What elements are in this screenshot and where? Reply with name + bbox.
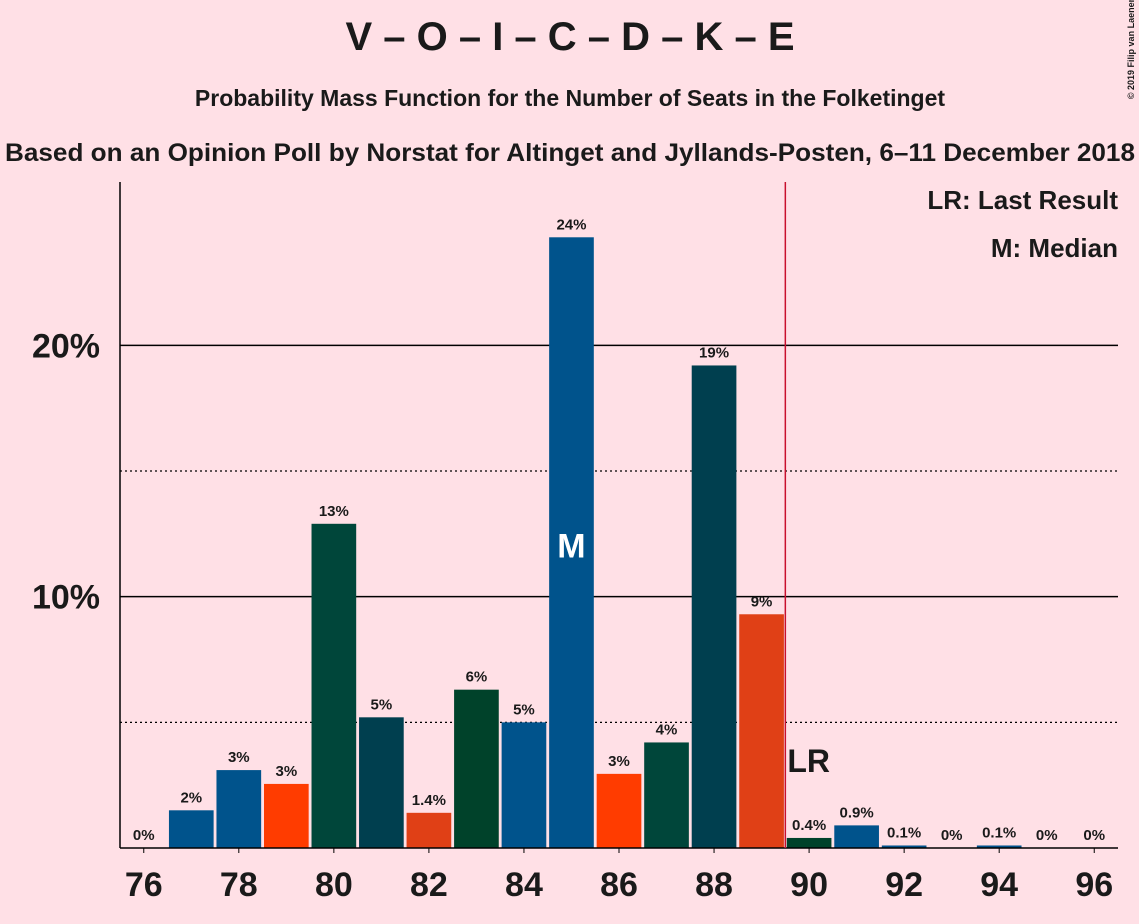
bar — [311, 523, 357, 848]
value-label: 3% — [228, 749, 250, 766]
value-label: 5% — [513, 701, 535, 718]
bar — [834, 825, 879, 848]
x-tick-label: 78 — [220, 866, 258, 904]
value-label: 4% — [656, 721, 678, 738]
bar — [786, 837, 832, 848]
bar — [359, 717, 404, 848]
x-tick-label: 88 — [695, 866, 733, 904]
bar — [976, 845, 1022, 848]
value-label: 0.9% — [840, 804, 874, 821]
bar — [501, 722, 547, 848]
value-label: 3% — [275, 763, 297, 780]
chart-subtitle: Probability Mass Function for the Number… — [195, 85, 945, 111]
value-label: 2% — [180, 789, 202, 806]
value-label: 19% — [699, 344, 729, 361]
value-label: 0% — [1036, 827, 1058, 844]
x-tick-label: 76 — [125, 866, 163, 904]
bar — [881, 845, 927, 848]
bar — [168, 810, 214, 848]
value-label: 9% — [751, 593, 773, 610]
x-tick-label: 90 — [790, 866, 828, 904]
x-tick-label: 94 — [980, 866, 1018, 904]
bar — [263, 783, 309, 848]
last-result-label: LR — [787, 743, 830, 779]
value-label: 24% — [556, 216, 586, 233]
bar — [454, 689, 499, 848]
y-tick-label: 20% — [32, 327, 100, 365]
value-label: 6% — [466, 669, 488, 686]
x-tick-label: 80 — [315, 866, 353, 904]
bar — [549, 237, 594, 848]
bar — [596, 773, 642, 848]
value-label: 0.4% — [792, 817, 826, 834]
bar — [216, 770, 262, 848]
value-label: 0% — [133, 827, 155, 844]
legend-entry: M: Median — [991, 233, 1118, 263]
value-label: 0.1% — [982, 824, 1016, 841]
bar — [691, 365, 737, 848]
chart-subtitle: Based on an Opinion Poll by Norstat for … — [5, 139, 1135, 167]
bar — [644, 742, 689, 848]
value-label: 0% — [941, 827, 963, 844]
x-tick-label: 86 — [600, 866, 638, 904]
x-tick-label: 82 — [410, 866, 448, 904]
copyright: © 2019 Filip van Laenen — [1126, 0, 1136, 99]
value-label: 5% — [371, 696, 393, 713]
legend-entry: LR: Last Result — [927, 185, 1118, 215]
chart-title: V – O – I – C – D – K – E — [345, 15, 794, 59]
value-label: 13% — [319, 503, 349, 520]
value-label: 0% — [1083, 827, 1105, 844]
bar — [406, 812, 452, 848]
x-tick-label: 84 — [505, 866, 543, 904]
bar — [739, 614, 784, 848]
y-tick-label: 10% — [32, 579, 100, 617]
x-tick-label: 96 — [1075, 866, 1113, 904]
median-marker: M — [557, 527, 585, 565]
x-tick-label: 92 — [885, 866, 923, 904]
value-label: 1.4% — [412, 792, 446, 809]
value-label: 3% — [608, 753, 630, 770]
value-label: 0.1% — [887, 824, 921, 841]
